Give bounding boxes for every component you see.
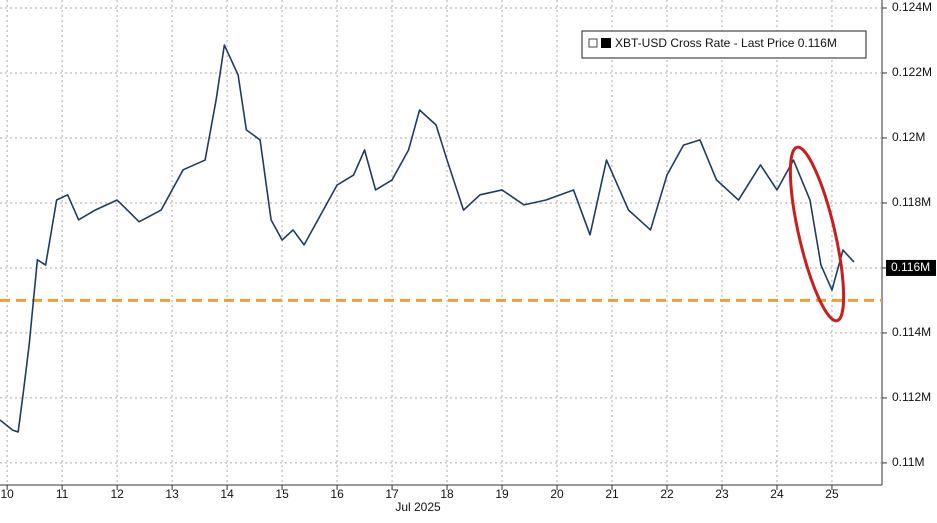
y-tick-label: 0.122M (892, 65, 932, 79)
x-tick-label: 23 (715, 487, 729, 501)
highlight-ellipse (788, 145, 846, 323)
y-tick-label: 0.114M (892, 325, 931, 339)
x-tick-label: 15 (275, 487, 289, 501)
x-tick-label: 24 (770, 487, 784, 501)
x-tick-label: 19 (495, 487, 509, 501)
x-tick-label: 14 (220, 487, 234, 501)
x-tick-label: 18 (440, 487, 454, 501)
y-tick-label: 0.112M (892, 390, 931, 404)
price-line (0, 44, 855, 433)
x-tick-label: 22 (660, 487, 674, 501)
x-tick-label: 21 (605, 487, 619, 501)
legend-box (581, 30, 867, 59)
x-tick-label: 17 (385, 487, 399, 501)
x-tick-label: 16 (330, 487, 344, 501)
x-tick-label: 11 (56, 487, 69, 501)
legend-swatch (601, 38, 611, 48)
last-price-label: 0.116M (891, 260, 930, 274)
y-tick-label: 0.118M (892, 195, 931, 209)
legend-label: XBT-USD Cross Rate - Last Price 0.116M (615, 36, 837, 50)
x-tick-label: 12 (110, 487, 124, 501)
y-tick-label: 0.124M (892, 0, 932, 14)
x-tick-label: 25 (825, 487, 839, 501)
last-price-tag (886, 259, 936, 276)
x-tick-label: 20 (550, 487, 564, 501)
x-axis-label: Jul 2025 (395, 500, 441, 514)
legend-toggle (588, 38, 598, 48)
y-tick-label: 0.12M (892, 130, 925, 144)
x-tick-label: 13 (165, 487, 179, 501)
plot-area: 0.11M 0.112M 0.114M 0.116M 0.118M 0.12M 0.122M… (0, 0, 936, 501)
x-tick-label: 10 (0, 487, 14, 501)
y-tick-label: 0.11M (892, 455, 924, 469)
